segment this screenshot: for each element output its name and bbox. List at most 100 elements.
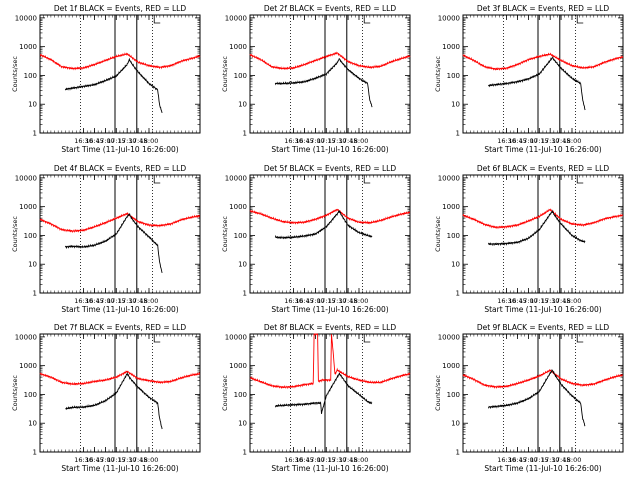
x-tick-label: 18:00	[350, 456, 369, 464]
y-tick-label: 1	[243, 449, 247, 457]
y-tick-label: 1000	[229, 362, 247, 370]
x-axis-label: Start Time (11-Jul-10 16:26:00)	[61, 305, 178, 314]
x-tick-label: 17:30	[541, 137, 560, 145]
x-tick-label: 17:00	[519, 456, 538, 464]
bracket-marker	[153, 334, 161, 343]
x-tick-label: 17:45	[129, 137, 148, 145]
x-tick-label: 17:00	[96, 456, 115, 464]
panel-2: Det 2f BLACK = Events, RED = LLD 1 10 100 10…	[221, 4, 411, 154]
y-tick-label: 1000	[442, 203, 460, 211]
axes-frame	[39, 14, 201, 134]
x-tick-label: 17:30	[118, 137, 137, 145]
axes-frame	[462, 14, 624, 134]
y-tick-label: 10	[28, 101, 37, 109]
x-tick-label: 16:30	[284, 137, 303, 145]
y-tick-label: 1000	[229, 43, 247, 51]
y-tick-label: 10	[238, 101, 247, 109]
y-tick-label: 1	[243, 290, 247, 298]
x-tick-label: 16:45	[508, 456, 527, 464]
panel-7: Det 7f BLACK = Events, RED = LLD 1 10 100 10…	[11, 323, 201, 473]
x-tick-label: 17:45	[129, 456, 148, 464]
y-axis-label: Counts/sec	[221, 375, 229, 411]
x-tick-label: 18:00	[563, 297, 582, 305]
y-tick-label: 1	[243, 130, 247, 138]
axes-frame	[39, 333, 201, 453]
y-axis-label: Counts/sec	[11, 216, 19, 252]
series-line-lld	[462, 368, 623, 389]
y-tick-label: 100	[24, 391, 37, 399]
x-tick-label: 16:30	[497, 297, 516, 305]
series-line-lld	[249, 208, 411, 225]
x-axis-label: Start Time (11-Jul-10 16:26:00)	[484, 305, 601, 314]
y-axis-label: Counts/sec	[11, 375, 19, 411]
y-tick-label: 10000	[15, 333, 37, 341]
panel-title: Det 6f BLACK = Events, RED = LLD	[477, 164, 610, 173]
y-tick-label: 10	[451, 261, 460, 269]
x-tick-label: 17:00	[519, 297, 538, 305]
x-tick-label: 16:45	[85, 456, 104, 464]
y-tick-label: 10	[451, 420, 460, 428]
x-tick-label: 17:45	[129, 297, 148, 305]
panel-title: Det 5f BLACK = Events, RED = LLD	[264, 164, 397, 173]
y-axis-label: Counts/sec	[221, 56, 229, 92]
x-tick-label: 16:45	[508, 297, 527, 305]
panel-3: Det 3f BLACK = Events, RED = LLD 1 10 100 10…	[434, 4, 624, 154]
panel-6: Det 6f BLACK = Events, RED = LLD 1 10 100 10…	[434, 164, 624, 314]
x-tick-label: 17:30	[541, 456, 560, 464]
panel-title: Det 1f BLACK = Events, RED = LLD	[54, 4, 187, 13]
bracket-marker	[576, 175, 584, 184]
y-tick-label: 10000	[438, 14, 460, 22]
x-tick-label: 17:45	[339, 456, 358, 464]
x-tick-label: 16:45	[295, 456, 314, 464]
x-tick-label: 17:15	[530, 297, 549, 305]
y-tick-label: 10	[238, 261, 247, 269]
y-axis-label: Counts/sec	[434, 216, 442, 252]
x-tick-label: 17:30	[541, 297, 560, 305]
x-tick-label: 16:30	[497, 456, 516, 464]
x-tick-label: 18:00	[350, 297, 369, 305]
x-axis-label: Start Time (11-Jul-10 16:26:00)	[271, 464, 388, 473]
x-tick-label: 16:45	[508, 137, 527, 145]
y-tick-label: 100	[447, 391, 460, 399]
axes-frame	[39, 174, 201, 294]
y-tick-label: 100	[447, 72, 460, 80]
panel-title: Det 2f BLACK = Events, RED = LLD	[264, 4, 397, 13]
y-tick-label: 1	[33, 130, 37, 138]
x-tick-label: 17:00	[519, 137, 538, 145]
x-tick-label: 17:00	[306, 297, 325, 305]
y-tick-label: 1	[33, 449, 37, 457]
x-axis-label: Start Time (11-Jul-10 16:26:00)	[271, 305, 388, 314]
y-tick-label: 100	[234, 391, 247, 399]
x-tick-label: 16:30	[74, 137, 93, 145]
y-tick-label: 1	[456, 290, 460, 298]
bracket-marker	[153, 175, 161, 184]
panel-9: Det 9f BLACK = Events, RED = LLD 1 10 100 10…	[434, 323, 624, 473]
y-tick-label: 10	[28, 420, 37, 428]
x-axis-label: Start Time (11-Jul-10 16:26:00)	[484, 145, 601, 154]
panel-4: Det 4f BLACK = Events, RED = LLD 1 10 100 10…	[11, 164, 201, 314]
panel-1: Det 1f BLACK = Events, RED = LLD 1 10 100 10…	[11, 4, 201, 154]
x-tick-label: 18:00	[350, 137, 369, 145]
x-tick-label: 17:15	[107, 137, 126, 145]
x-axis-label: Start Time (11-Jul-10 16:26:00)	[61, 464, 178, 473]
x-tick-label: 17:45	[552, 297, 571, 305]
y-tick-label: 10000	[438, 333, 460, 341]
y-tick-label: 1000	[229, 203, 247, 211]
series-line-events	[64, 212, 163, 274]
panel-title: Det 4f BLACK = Events, RED = LLD	[54, 164, 187, 173]
y-tick-label: 10000	[225, 14, 247, 22]
series-line-lld	[249, 333, 411, 390]
bracket-marker	[576, 334, 584, 343]
y-tick-label: 1000	[19, 43, 37, 51]
x-tick-label: 17:15	[317, 456, 336, 464]
x-axis-label: Start Time (11-Jul-10 16:26:00)	[484, 464, 601, 473]
x-tick-label: 17:45	[552, 456, 571, 464]
y-tick-label: 10000	[225, 333, 247, 341]
x-tick-label: 17:30	[328, 137, 347, 145]
x-tick-label: 17:45	[339, 297, 358, 305]
y-tick-label: 1000	[442, 43, 460, 51]
series-line-events	[487, 368, 586, 427]
x-tick-label: 16:45	[85, 137, 104, 145]
series-line-events	[274, 372, 373, 414]
x-tick-label: 16:30	[284, 456, 303, 464]
